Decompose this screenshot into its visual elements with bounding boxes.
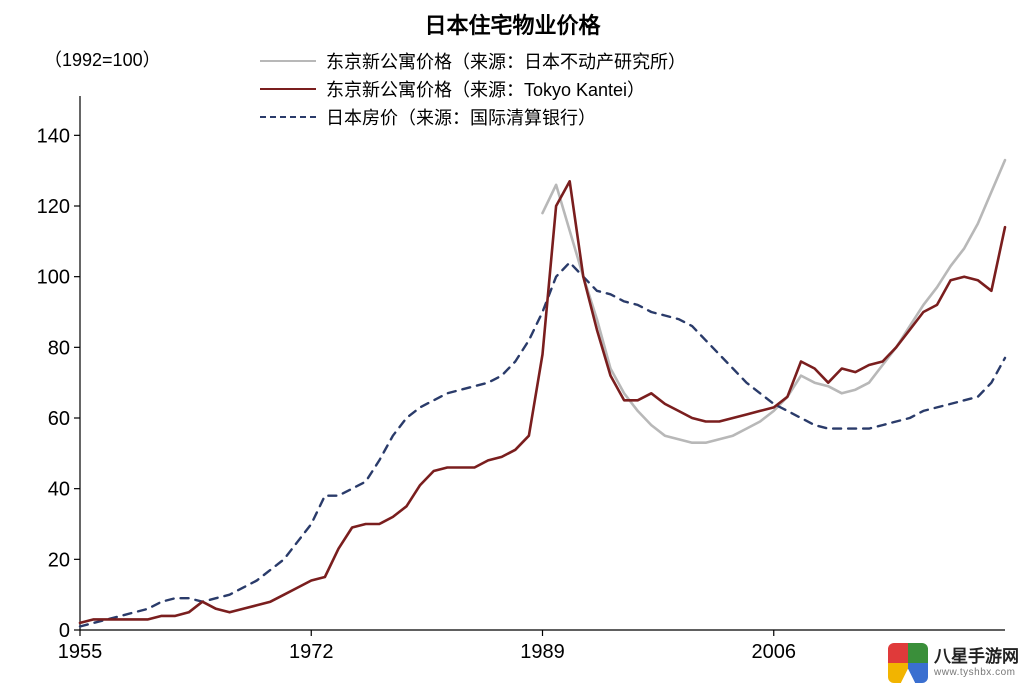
svg-text:40: 40 <box>48 479 70 501</box>
watermark: 八星手游网 www.tyshbx.com <box>888 643 1019 683</box>
svg-text:140: 140 <box>37 125 70 147</box>
svg-text:1989: 1989 <box>520 641 565 663</box>
svg-text:100: 100 <box>37 267 70 289</box>
series-jrei <box>543 160 1006 443</box>
svg-text:60: 60 <box>48 408 70 430</box>
svg-text:120: 120 <box>37 196 70 218</box>
svg-text:80: 80 <box>48 337 70 359</box>
watermark-brand: 八星手游网 <box>934 648 1019 667</box>
chart-container: { "title": {"text":"日本住宅物业价格","fontsize"… <box>0 0 1025 687</box>
watermark-logo-icon <box>888 643 928 683</box>
line-chart-svg: 0 20 40 60 80 100 120 140 1955 1972 1989 2006 <box>0 0 1025 687</box>
series-bis <box>80 263 1005 627</box>
svg-text:20: 20 <box>48 549 70 571</box>
svg-text:1955: 1955 <box>58 641 103 663</box>
svg-text:0: 0 <box>59 620 70 642</box>
svg-text:2006: 2006 <box>752 641 797 663</box>
watermark-url: www.tyshbx.com <box>934 667 1019 678</box>
series-kantei <box>80 181 1005 623</box>
svg-text:1972: 1972 <box>289 641 334 663</box>
